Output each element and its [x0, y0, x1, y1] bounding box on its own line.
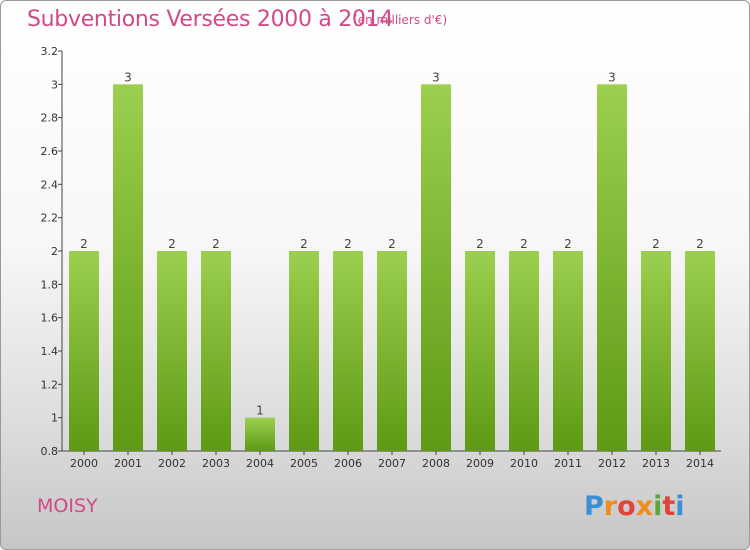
- bar: [465, 251, 495, 451]
- bar: [377, 251, 407, 451]
- y-tick-label: 1.2: [41, 378, 59, 391]
- y-tick-label: 1.4: [41, 345, 59, 358]
- y-tick-label: 1: [51, 412, 58, 425]
- x-tick-label: 2008: [422, 457, 450, 470]
- data-label: 3: [124, 70, 132, 84]
- bar: [597, 84, 627, 451]
- data-label: 2: [696, 237, 704, 251]
- y-tick-label: 1.8: [41, 278, 59, 291]
- x-tick-label: 2001: [114, 457, 142, 470]
- x-tick-label: 2009: [466, 457, 494, 470]
- bar: [69, 251, 99, 451]
- x-tick-label: 2003: [202, 457, 230, 470]
- bar: [289, 251, 319, 451]
- data-label: 2: [388, 237, 396, 251]
- x-tick-label: 2007: [378, 457, 406, 470]
- y-tick-label: 2.4: [41, 178, 59, 191]
- x-tick-label: 2010: [510, 457, 538, 470]
- data-label: 2: [344, 237, 352, 251]
- bar: [245, 417, 275, 451]
- bar: [157, 251, 187, 451]
- y-tick-label: 2.8: [41, 112, 59, 125]
- data-label: 2: [564, 237, 572, 251]
- y-tick-label: 2: [51, 245, 58, 258]
- x-tick-label: 2004: [246, 457, 274, 470]
- data-label: 2: [300, 237, 308, 251]
- x-tick-label: 2006: [334, 457, 362, 470]
- y-tick-label: 2.6: [41, 145, 59, 158]
- data-label: 3: [432, 70, 440, 84]
- bar: [641, 251, 671, 451]
- bar: [201, 251, 231, 451]
- x-tick-label: 2014: [686, 457, 714, 470]
- x-tick-label: 2013: [642, 457, 670, 470]
- bar: [685, 251, 715, 451]
- x-tick-label: 2002: [158, 457, 186, 470]
- bar: [509, 251, 539, 451]
- y-tick-label: 0.8: [41, 445, 59, 458]
- data-label: 2: [212, 237, 220, 251]
- bar: [333, 251, 363, 451]
- bar: [553, 251, 583, 451]
- y-tick-label: 3: [51, 78, 58, 91]
- data-label: 2: [476, 237, 484, 251]
- data-label: 2: [652, 237, 660, 251]
- x-tick-label: 2005: [290, 457, 318, 470]
- data-label: 2: [520, 237, 528, 251]
- x-tick-label: 2012: [598, 457, 626, 470]
- city-name: MOISY: [37, 495, 98, 517]
- data-label: 2: [80, 237, 88, 251]
- x-tick-label: 2011: [554, 457, 582, 470]
- data-label: 1: [256, 404, 264, 418]
- proxiti-logo[interactable]: Proxiti: [584, 491, 685, 522]
- bar: [421, 84, 451, 451]
- chart-title: Subventions Versées 2000 à 2014: [27, 7, 394, 32]
- y-tick-label: 1.6: [41, 312, 59, 325]
- bar: [113, 84, 143, 451]
- data-label: 2: [168, 237, 176, 251]
- y-tick-label: 2.2: [41, 212, 59, 225]
- y-tick-label: 3.2: [41, 45, 59, 58]
- chart-unit: (en milliers d'€): [353, 13, 448, 27]
- x-tick-label: 2000: [70, 457, 98, 470]
- data-label: 3: [608, 70, 616, 84]
